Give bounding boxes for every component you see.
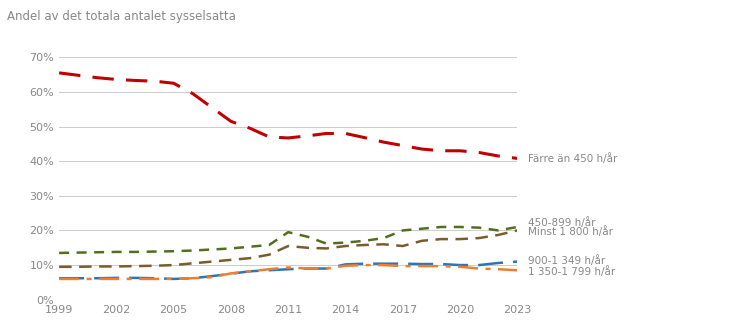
Text: 450-899 h/år: 450-899 h/år xyxy=(528,217,596,227)
Text: 900-1 349 h/år: 900-1 349 h/år xyxy=(528,255,606,266)
Text: Färre än 450 h/år: Färre än 450 h/år xyxy=(528,153,618,164)
Text: Andel av det totala antalet sysselsatta: Andel av det totala antalet sysselsatta xyxy=(7,10,236,23)
Text: Minst 1 800 h/år: Minst 1 800 h/år xyxy=(528,226,613,236)
Text: 1 350-1 799 h/år: 1 350-1 799 h/år xyxy=(528,266,616,277)
